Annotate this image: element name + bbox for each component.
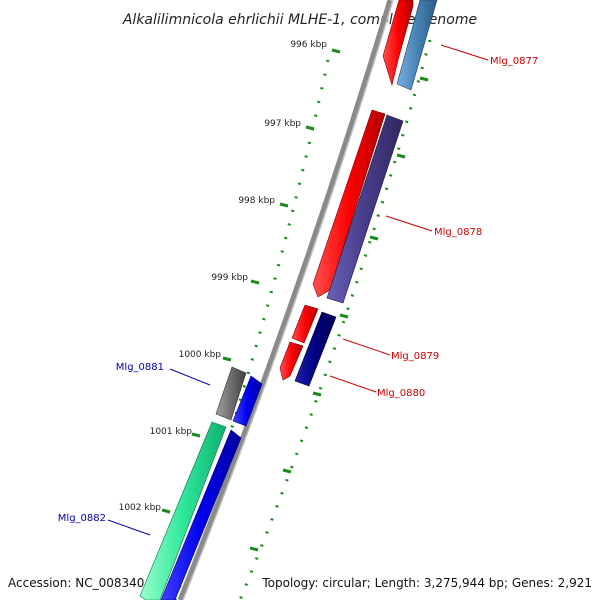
tick-label: 1002 kbp	[119, 503, 162, 513]
gene-blue-long[interactable]	[160, 429, 242, 600]
accession-text: Accession: NC_008340	[8, 576, 144, 590]
gene-mlg-0879-a[interactable]	[291, 304, 319, 344]
tick-label: 997 kbp	[264, 119, 301, 129]
tick-labels: 996 kbp 997 kbp 998 kbp 999 kbp 1000 kbp…	[119, 40, 328, 513]
gene-mlg-0880[interactable]	[294, 311, 337, 387]
major-ticks	[161, 48, 341, 514]
major-tick	[250, 279, 260, 285]
gene-mlg-0881[interactable]	[215, 366, 247, 421]
major-tick	[222, 356, 232, 362]
genome-backbone	[177, 0, 393, 600]
gene-steel-blue[interactable]	[396, 0, 438, 91]
gene-label-mlg-0881[interactable]: Mlg_0881	[116, 362, 164, 373]
gene-slate-purple[interactable]	[326, 114, 404, 304]
major-tick	[191, 432, 201, 438]
gene-mlg-0882[interactable]	[139, 421, 227, 600]
leader-lines	[107, 44, 489, 536]
gene-label-mlg-0879[interactable]: Mlg_0879	[391, 351, 439, 362]
major-tick	[331, 48, 341, 54]
gene-mlg-0879-b[interactable]	[279, 341, 304, 381]
tick-label: 1000 kbp	[179, 350, 222, 360]
gene-mlg-0877[interactable]	[382, 0, 414, 87]
gene-blue-small[interactable]	[232, 375, 263, 427]
major-tick	[279, 202, 289, 208]
tick-label: 1001 kbp	[150, 427, 193, 437]
inner-tick-track	[238, 39, 432, 600]
gene-label-mlg-0878[interactable]: Mlg_0878	[434, 227, 482, 238]
gene-label-mlg-0877[interactable]: Mlg_0877	[490, 56, 538, 67]
genome-summary-text: Topology: circular; Length: 3,275,944 bp…	[261, 576, 592, 590]
major-tick	[161, 508, 171, 514]
major-tick	[305, 125, 315, 131]
gene-features	[139, 0, 438, 600]
gene-label-mlg-0880[interactable]: Mlg_0880	[377, 388, 425, 399]
tick-label: 998 kbp	[238, 196, 275, 206]
tick-label: 999 kbp	[211, 273, 248, 283]
gene-labels: Mlg_0877 Mlg_0878 Mlg_0879 Mlg_0880 Mlg_…	[58, 56, 538, 524]
gene-mlg-0878[interactable]	[312, 109, 386, 298]
tick-label: 996 kbp	[290, 40, 327, 50]
gene-label-mlg-0882[interactable]: Mlg_0882	[58, 513, 106, 524]
